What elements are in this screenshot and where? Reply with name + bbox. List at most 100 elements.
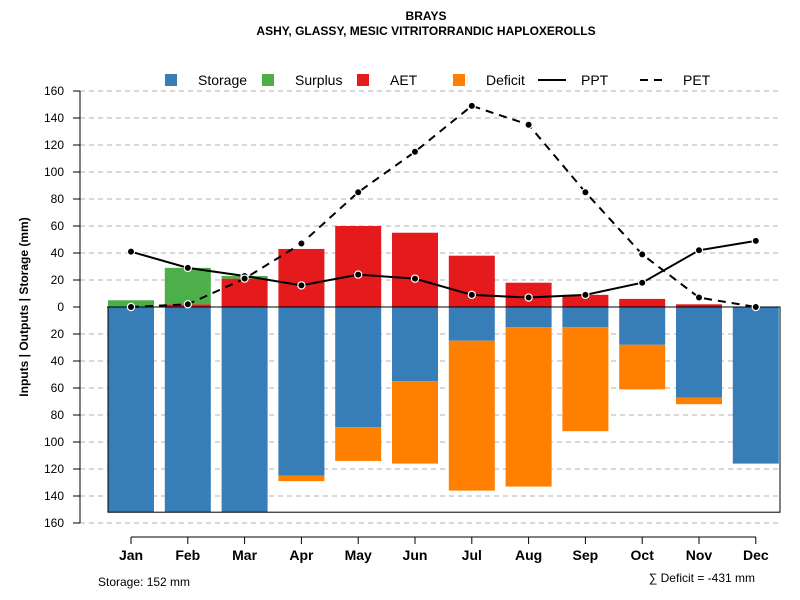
deficit-bar xyxy=(278,475,325,482)
x-tick-label: Apr xyxy=(289,547,314,563)
x-tick-label: Sep xyxy=(573,547,599,563)
y-tick-label: 160 xyxy=(44,516,64,530)
y-tick-label: 40 xyxy=(51,246,65,260)
storage-bar xyxy=(619,307,666,345)
ppt-point xyxy=(694,246,704,255)
ppt-point xyxy=(183,263,192,273)
y-tick-label: 160 xyxy=(44,84,64,98)
pet-point xyxy=(410,147,420,156)
x-tick-label: Jul xyxy=(462,547,482,563)
ppt-point xyxy=(126,247,136,256)
storage-bar xyxy=(335,307,382,428)
x-tick-label: Nov xyxy=(686,547,713,563)
deficit-note: ∑ Deficit = -431 mm xyxy=(649,571,755,585)
deficit-bar xyxy=(448,340,495,491)
aet-bar xyxy=(562,294,609,307)
surplus-legend-swatch xyxy=(262,74,274,86)
pet-point xyxy=(183,300,192,309)
storage-box-outline xyxy=(107,306,781,513)
y-tick-label: 80 xyxy=(51,192,65,206)
y-tick-label: 20 xyxy=(51,273,65,287)
storage-bar xyxy=(108,307,154,513)
pet-point xyxy=(524,120,533,129)
deficit-bar xyxy=(392,381,438,464)
ppt-point xyxy=(751,236,761,246)
x-tick-label: Mar xyxy=(232,547,257,563)
y-tick-label: 20 xyxy=(51,327,65,341)
x-tick-label: Feb xyxy=(175,547,200,563)
pet-point xyxy=(694,293,704,302)
deficit-bar xyxy=(505,327,552,487)
aet-legend-swatch xyxy=(357,74,369,86)
deficit-legend-label: Deficit xyxy=(486,72,525,88)
deficit-bar xyxy=(562,327,609,432)
storage-bar xyxy=(164,307,211,513)
surplus-legend-label: Surplus xyxy=(295,72,342,88)
ppt-point xyxy=(410,274,420,283)
aet-bar xyxy=(335,226,382,307)
aet-bar xyxy=(278,248,325,307)
deficit-bar xyxy=(676,397,722,405)
pet-point xyxy=(297,239,306,248)
storage-bar xyxy=(732,307,779,464)
x-tick-label: Jun xyxy=(403,547,428,563)
storage-bar xyxy=(221,307,268,513)
y-tick-label: 80 xyxy=(51,408,65,422)
pet-point xyxy=(751,302,761,312)
x-tick-label: Jan xyxy=(119,547,143,563)
storage-bar xyxy=(278,307,325,476)
y-tick-label: 140 xyxy=(44,489,64,503)
storage-bar xyxy=(676,307,722,398)
deficit-legend-swatch xyxy=(453,74,465,86)
aet-bar xyxy=(392,232,438,307)
deficit-bar xyxy=(335,427,382,461)
ppt-point xyxy=(297,281,306,290)
ppt-point xyxy=(638,278,647,287)
pet-line xyxy=(130,104,756,308)
ppt-point xyxy=(581,290,590,300)
y-tick-label: 100 xyxy=(44,435,64,449)
aet-legend-label: AET xyxy=(390,72,418,88)
lines xyxy=(126,101,761,312)
ppt-line xyxy=(130,239,756,299)
y-tick-label: 120 xyxy=(44,138,64,152)
chart-subtitle: ASHY, GLASSY, MESIC VITRITORRANDIC HAPLO… xyxy=(256,24,596,38)
aet-bar xyxy=(221,278,268,307)
chart-title: BRAYS xyxy=(405,9,447,23)
x-tick-label: May xyxy=(345,547,372,563)
y-tick-label: 60 xyxy=(51,381,65,395)
y-tick-label: 120 xyxy=(44,462,64,476)
storage-bar xyxy=(505,307,552,328)
pet-point xyxy=(638,250,647,259)
aet-bar xyxy=(448,255,495,307)
deficit-bar xyxy=(619,344,666,390)
legend: Storage Surplus AET Deficit PPT PET xyxy=(165,72,711,88)
ppt-point xyxy=(467,290,476,300)
y-tick-label: 40 xyxy=(51,354,65,368)
aet-bar xyxy=(619,298,666,307)
pet-point xyxy=(467,101,476,111)
pet-point xyxy=(354,188,363,197)
pet-point xyxy=(126,302,136,312)
y-axis-label: Inputs | Outputs | Storage (mm) xyxy=(17,217,31,396)
y-tick-label: 0 xyxy=(57,300,64,314)
storage-legend-label: Storage xyxy=(198,72,247,88)
y-tick-label: 60 xyxy=(51,219,65,233)
storage-bar xyxy=(392,307,438,382)
ppt-legend-label: PPT xyxy=(581,72,609,88)
ppt-point xyxy=(354,270,363,279)
pet-legend-label: PET xyxy=(683,72,711,88)
bars xyxy=(108,226,779,513)
y-tick-label: 100 xyxy=(44,165,64,179)
ppt-point xyxy=(524,293,533,302)
x-tick-label: Aug xyxy=(515,547,542,563)
axes: 160 140 120 100 80 60 40 20 0 20 40 60 80 100 120 140 16… xyxy=(44,84,769,563)
pet-point xyxy=(240,274,249,283)
x-tick-label: Oct xyxy=(631,547,655,563)
storage-note: Storage: 152 mm xyxy=(98,575,190,589)
y-tick-label: 140 xyxy=(44,111,64,125)
x-tick-label: Dec xyxy=(743,547,769,563)
aet-bar xyxy=(676,304,722,307)
pet-point xyxy=(581,188,590,197)
